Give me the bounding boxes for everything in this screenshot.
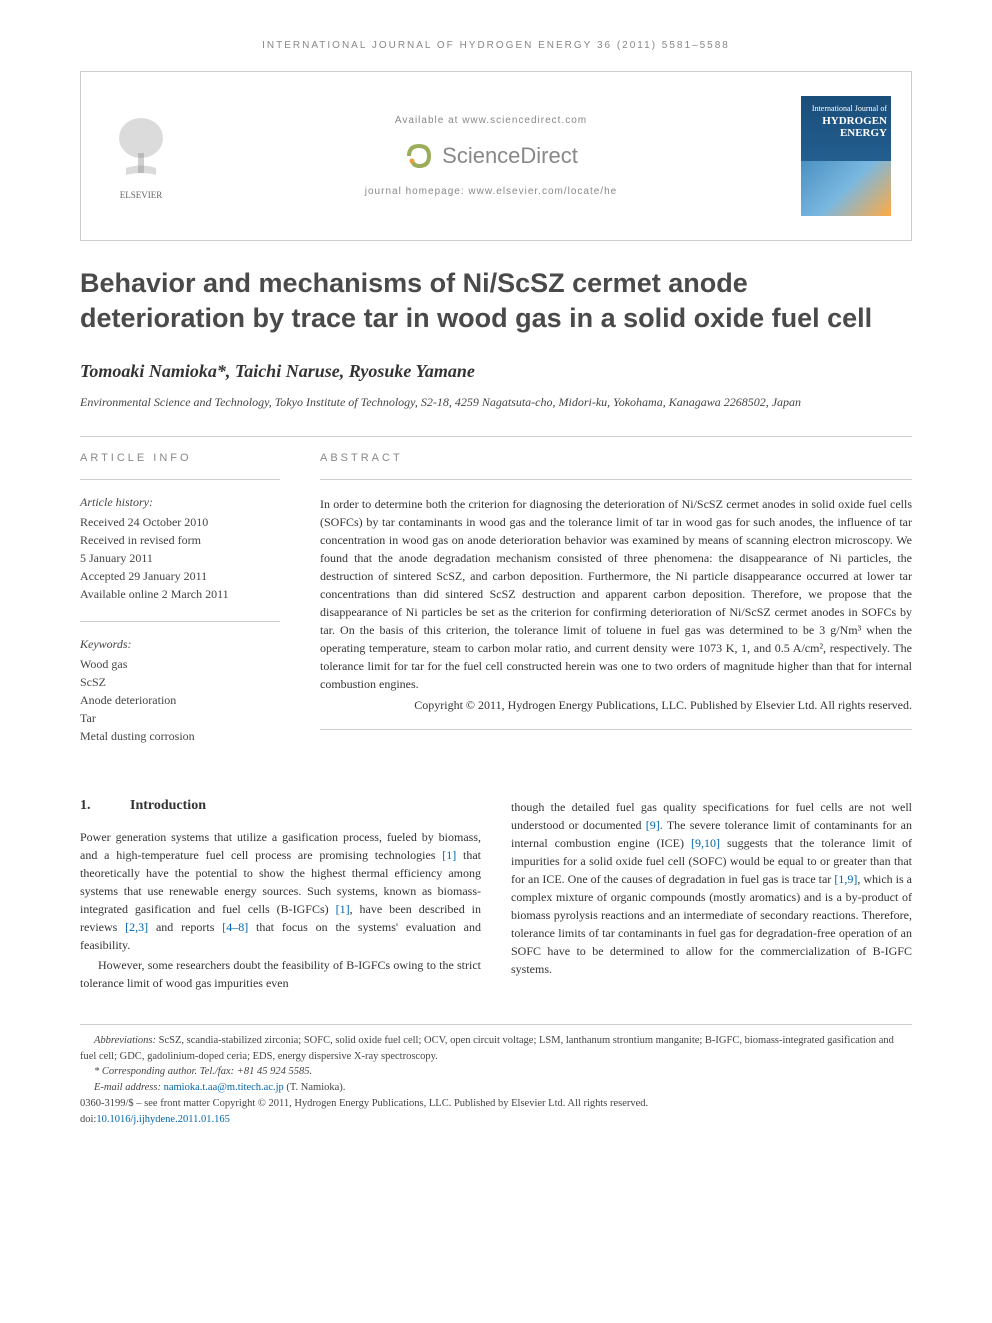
keyword: Wood gas [80, 655, 280, 673]
online-date: Available online 2 March 2011 [80, 585, 280, 603]
running-head: INTERNATIONAL JOURNAL OF HYDROGEN ENERGY… [80, 40, 912, 51]
body-paragraph: though the detailed fuel gas quality spe… [511, 798, 912, 978]
doi-link[interactable]: 10.1016/j.ijhydene.2011.01.165 [96, 1114, 229, 1125]
abbrev-text: ScSZ, scandia-stabilized zirconia; SOFC,… [80, 1035, 894, 1062]
body-text-span: Power generation systems that utilize a … [80, 830, 481, 862]
citation-link[interactable]: [4–8] [222, 920, 248, 934]
article-history-block: Article history: Received 24 October 201… [80, 495, 280, 603]
footnotes: Abbreviations: ScSZ, scandia-stabilized … [80, 1024, 912, 1128]
elsevier-text: ELSEVIER [101, 190, 181, 200]
sciencedirect-logo: ScienceDirect [181, 141, 801, 171]
citation-link[interactable]: [9] [646, 818, 660, 832]
authors-list: Tomoaki Namioka*, Taichi Naruse, Ryosuke… [80, 361, 912, 382]
abbrev-label: Abbreviations: [94, 1035, 156, 1046]
journal-header: ELSEVIER Available at www.sciencedirect.… [80, 71, 912, 241]
section-title: Introduction [130, 798, 206, 813]
accepted-date: Accepted 29 January 2011 [80, 567, 280, 585]
sciencedirect-icon [404, 141, 434, 171]
abstract-text: In order to determine both the criterion… [320, 495, 912, 693]
body-column-right: though the detailed fuel gas quality spe… [511, 798, 912, 994]
email-label: E-mail address: [94, 1082, 164, 1093]
affiliation: Environmental Science and Technology, To… [80, 394, 912, 411]
article-info-column: ARTICLE INFO Article history: Received 2… [80, 452, 280, 763]
divider [80, 621, 280, 622]
cover-subtitle: International Journal of [801, 96, 891, 115]
body-text-span: However, some researchers doubt the feas… [80, 958, 481, 990]
email-after: (T. Namioka). [284, 1082, 346, 1093]
body-two-columns: 1.Introduction Power generation systems … [80, 798, 912, 994]
header-center: Available at www.sciencedirect.com Scien… [181, 115, 801, 197]
body-text-span: , which is a complex mixture of organic … [511, 872, 912, 976]
abbreviations-footnote: Abbreviations: ScSZ, scandia-stabilized … [80, 1033, 912, 1065]
section-heading: 1.Introduction [80, 798, 481, 814]
elsevier-tree-icon [111, 113, 171, 183]
journal-homepage-text: journal homepage: www.elsevier.com/locat… [181, 186, 801, 197]
abstract-column: ABSTRACT In order to determine both the … [320, 452, 912, 763]
corresponding-author-footnote: * Corresponding author. Tel./fax: +81 45… [80, 1064, 912, 1080]
abstract-copyright: Copyright © 2011, Hydrogen Energy Public… [320, 696, 912, 714]
body-paragraph: Power generation systems that utilize a … [80, 828, 481, 992]
keyword: Metal dusting corrosion [80, 727, 280, 745]
info-abstract-row: ARTICLE INFO Article history: Received 2… [80, 452, 912, 763]
keyword: ScSZ [80, 673, 280, 691]
citation-link[interactable]: [1] [442, 848, 456, 862]
keywords-block: Keywords: Wood gas ScSZ Anode deteriorat… [80, 637, 280, 745]
keywords-label: Keywords: [80, 637, 280, 652]
sciencedirect-text: ScienceDirect [442, 143, 578, 169]
email-footnote: E-mail address: namioka.t.aa@m.titech.ac… [80, 1080, 912, 1096]
revised-label: Received in revised form [80, 531, 280, 549]
body-column-left: 1.Introduction Power generation systems … [80, 798, 481, 994]
divider [320, 479, 912, 480]
doi-label: doi: [80, 1114, 96, 1125]
journal-cover-thumbnail: International Journal of HYDROGEN ENERGY [801, 96, 891, 216]
citation-link[interactable]: [9,10] [691, 836, 720, 850]
history-label: Article history: [80, 495, 280, 510]
email-link[interactable]: namioka.t.aa@m.titech.ac.jp [164, 1082, 284, 1093]
elsevier-logo: ELSEVIER [101, 113, 181, 200]
citation-link[interactable]: [1] [336, 902, 350, 916]
citation-link[interactable]: [1,9] [834, 872, 857, 886]
divider [320, 729, 912, 730]
doi-line: doi:10.1016/j.ijhydene.2011.01.165 [80, 1112, 912, 1128]
divider [80, 479, 280, 480]
body-text-span: and reports [148, 920, 222, 934]
cover-image [801, 161, 891, 216]
article-info-heading: ARTICLE INFO [80, 452, 280, 464]
article-title: Behavior and mechanisms of Ni/ScSZ cerme… [80, 266, 912, 336]
keyword: Anode deterioration [80, 691, 280, 709]
section-number: 1. [80, 798, 130, 814]
received-date: Received 24 October 2010 [80, 513, 280, 531]
abstract-heading: ABSTRACT [320, 452, 912, 464]
divider [80, 436, 912, 437]
issn-copyright: 0360-3199/$ – see front matter Copyright… [80, 1096, 912, 1112]
available-at-text: Available at www.sciencedirect.com [181, 115, 801, 126]
citation-link[interactable]: [2,3] [125, 920, 148, 934]
keyword: Tar [80, 709, 280, 727]
revised-date: 5 January 2011 [80, 549, 280, 567]
cover-title: HYDROGEN ENERGY [801, 115, 891, 139]
